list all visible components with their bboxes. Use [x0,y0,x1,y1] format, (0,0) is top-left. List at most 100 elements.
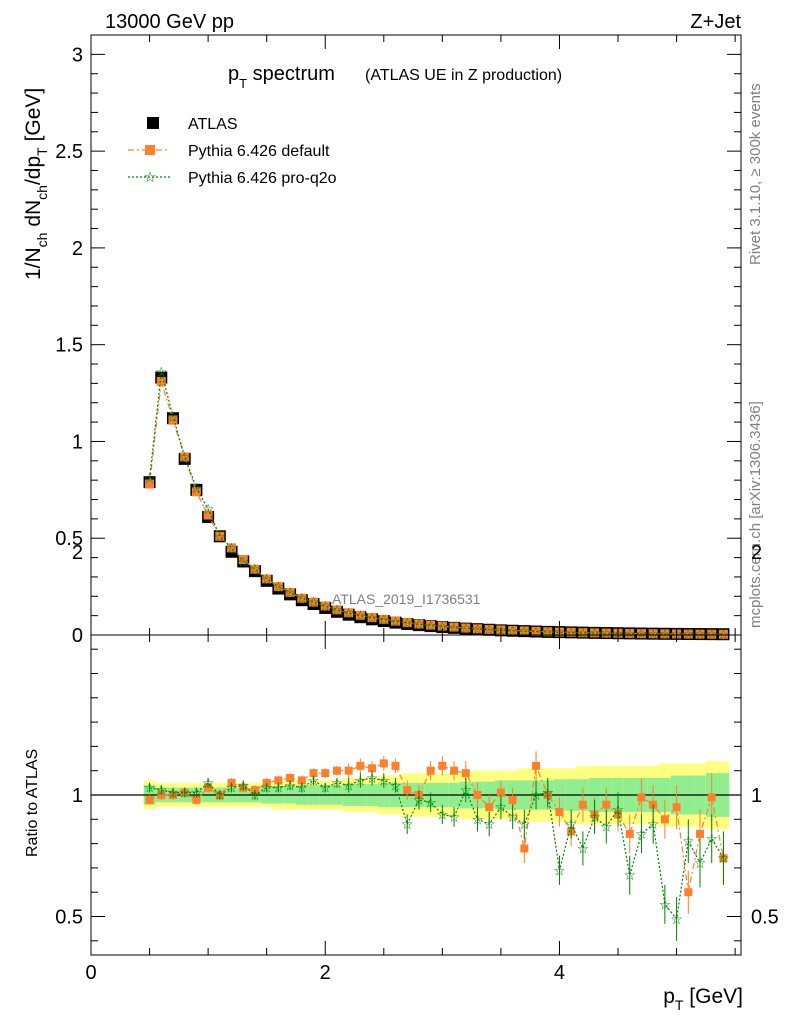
ratio-proq2o-point: ☆ [178,785,191,801]
ratio-proq2o-point: ☆ [483,816,496,832]
default-point [566,627,576,637]
proq2o-point: ☆ [588,625,601,641]
default-point [402,618,412,628]
proq2o-point: ☆ [319,598,332,614]
x-tick-label: 4 [554,962,565,984]
ratio-proq2o-point: ☆ [436,806,449,822]
ratio-proq2o-point: ☆ [366,770,379,786]
proq2o-point: ☆ [694,626,707,642]
ratio-marks: ☆ ☆ ☆ ☆ ☆☆☆ ☆ ☆☆ ☆ ☆ ☆ ☆ ☆ ☆ ☆ ☆ ☆ ☆ ☆ ☆☆☆ ☆☆ ☆☆☆ ☆☆☆ ☆☆ ☆☆☆☆☆☆… [143,751,730,941]
proq2o-point: ☆ [389,613,402,629]
default-point [718,629,728,639]
ratio-default-point [344,766,353,775]
ratio-default-point [391,761,400,770]
proq2o-point: ☆ [296,590,309,606]
ratio-proq2o-point: ☆ [448,809,461,825]
default-point [414,619,424,629]
ratio-y-tick-label-left: 1 [72,785,83,807]
ratio-proq2o-point: ☆ [225,780,238,796]
ratio-proq2o-point: ☆ [623,867,636,883]
x-tick-label: 0 [85,962,96,984]
proq2o-point: ☆ [167,408,180,424]
default-point [238,555,248,565]
ratio-panel: ☆ ☆ ☆ ☆ ☆☆☆ ☆ ☆☆ ☆ ☆ ☆ ☆ ☆ ☆ ☆ ☆ ☆ ☆ ☆ ☆☆☆ ☆☆ ☆☆☆ ☆☆☆ ☆☆ ☆☆☆☆☆☆… [24,542,779,1013]
ratio-proq2o-point: ☆ [272,780,285,796]
ratio-default-point [145,795,154,804]
x-tick-label: 2 [320,962,331,984]
main-y-tick-label: 2.5 [55,141,83,163]
ratio-default-point [625,829,634,838]
proq2o-point: ☆ [635,626,648,642]
ratio-proq2o-point: ☆ [553,862,566,878]
ratio-proq2o-point: ☆ [155,782,168,798]
ratio-x-ticks: 0 2 4 [85,635,736,984]
ratio-default-point [297,776,306,785]
default-point [215,531,225,541]
proq2o-point: ☆ [600,625,613,641]
proq2o-point: ☆ [530,624,543,640]
proq2o-point: ☆ [155,364,168,380]
ratio-default-point [485,803,494,812]
ratio-proq2o-point: ☆ [518,816,531,832]
proq2o-point: ☆ [577,625,590,641]
ratio-y-label: Ratio to ATLAS [24,749,41,857]
proq2o-point: ☆ [401,615,414,631]
default-point [601,628,611,638]
ratio-default-point [508,795,517,804]
proq2o-point: ☆ [366,610,379,626]
default-point [590,628,600,638]
ratio-default-point [450,766,459,775]
ratio-default-point [356,761,365,770]
ratio-proq2o-point: ☆ [471,811,484,827]
default-point [578,628,588,638]
main-y-tick-label: 1 [72,431,83,453]
proq2o-point: ☆ [424,617,437,633]
ratio-default-point [379,759,388,768]
default-point [543,627,553,637]
proq2o-point: ☆ [284,584,297,600]
default-point [203,510,213,520]
proq2o-point: ☆ [506,623,519,639]
ratio-proq2o-point: ☆ [202,775,215,791]
proq2o-point: ☆ [448,619,461,635]
ratio-proq2o-point: ☆ [530,787,543,803]
proq2o-point: ☆ [214,528,227,544]
ratio-proq2o-point: ☆ [143,780,156,796]
ratio-proq2o-point: ☆ [296,780,309,796]
ratio-y-tick-label-left: 2 [72,542,83,564]
ratio-proq2o-point: ☆ [342,777,355,793]
ratio-default-point [707,793,716,802]
ratio-default-point [473,791,482,799]
proq2o-point: ☆ [178,449,191,465]
default-point [227,543,237,553]
legend-atlas-marker [147,117,159,129]
proq2o-point: ☆ [190,480,203,496]
ratio-default-point [403,786,412,795]
ratio-proq2o-point: ☆ [577,840,590,856]
ratio-proq2o-point: ☆ [541,785,554,801]
ratio-proq2o-point: ☆ [682,833,695,849]
ratio-proq2o-point: ☆ [612,802,625,818]
ratio-proq2o-point: ☆ [284,777,297,793]
default-point [379,614,389,624]
main-y-ticks: 0 0.5 1 1.5 2 2.5 3 [55,44,741,647]
ratio-proq2o-point: ☆ [600,819,613,835]
default-point [320,601,330,611]
legend-proq2o-label: Pythia 6.426 pro-q2o [188,170,337,187]
ratio-proq2o-point: ☆ [565,816,578,832]
main-y-tick-label: 2 [72,238,83,260]
ratio-proq2o-point: ☆ [588,809,601,825]
ratio-default-point [496,788,505,797]
proq2o-line [149,371,724,635]
ratio-proq2o-point: ☆ [647,816,660,832]
proq2o-point: ☆ [682,626,695,642]
proq2o-point: ☆ [237,553,250,569]
ratio-proq2o-point: ☆ [506,809,519,825]
default-point [156,376,166,386]
ratio-proq2o-point: ☆ [167,785,180,801]
default-point [355,610,365,620]
ratio-default-point [684,888,693,897]
ratio-default-point [660,815,669,824]
default-point [145,479,155,489]
ratio-proq2o-point: ☆ [670,911,683,927]
